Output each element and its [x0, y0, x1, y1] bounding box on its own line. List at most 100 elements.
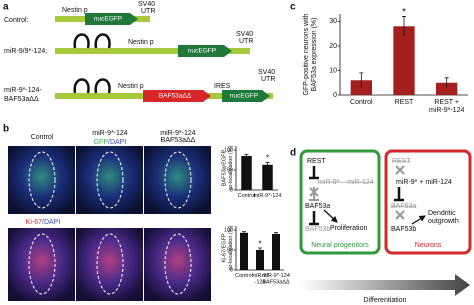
significance: * [402, 7, 406, 18]
micrograph [144, 146, 211, 214]
error-bar [242, 231, 246, 234]
utr: UTR [261, 76, 275, 83]
label: miR-9*-124 [262, 273, 290, 279]
bar [393, 26, 415, 95]
box-title: Neural progenitors [311, 242, 369, 249]
label: Control [235, 273, 253, 279]
reporter-box [178, 45, 232, 57]
node: BAF53b [391, 226, 416, 233]
label: -124 [254, 279, 265, 285]
row-name: Control: [4, 17, 29, 24]
label: GFP-positive neurons with [303, 13, 310, 95]
utr: UTR [141, 8, 155, 15]
node: REST [392, 158, 411, 165]
promoter: Nestin p [128, 39, 154, 46]
y-tick-label: 50 [227, 247, 233, 253]
column-header: Control [31, 134, 54, 141]
node: REST [307, 158, 326, 165]
promoter: Nestin p [118, 83, 144, 90]
outline [28, 233, 56, 295]
panel-label: c [290, 2, 296, 13]
y-tick-label: 30 [329, 18, 337, 25]
y-tick-label: 10 [329, 67, 337, 74]
utr: SV40 [236, 31, 253, 38]
node: BAF53b [305, 226, 330, 233]
error-bar [402, 16, 406, 37]
y-tick-label: 50 [227, 167, 233, 173]
inhibition [309, 211, 319, 226]
reporter-box [85, 13, 138, 25]
label: miR-9*-124 [429, 107, 465, 114]
label: REST [395, 99, 414, 106]
y-tick-label: 0 [230, 267, 233, 273]
inhibition [394, 187, 404, 202]
neuron-box [384, 149, 472, 255]
bar [272, 234, 280, 270]
panel-d: d REST miR-9* – miR-124 BAF53a BAF53b Pr… [290, 148, 472, 304]
outline [164, 151, 192, 209]
y-tick-label: 100 [224, 147, 233, 153]
arrow-label: Differentiation [363, 297, 406, 304]
insert-box [143, 90, 211, 102]
error-bar [265, 162, 270, 168]
reporter-box [222, 90, 270, 102]
cross [395, 210, 405, 220]
utr: SV40 [138, 1, 155, 8]
arrow [323, 209, 338, 223]
outline [28, 151, 56, 209]
label: miR-9*-124 [254, 193, 282, 199]
label: Ki-67/EGFP [221, 233, 227, 263]
micrograph [8, 146, 75, 214]
bar [256, 250, 264, 270]
panel-a: a Control: Nestin p nucEGFP SV40 UTR miR… [3, 1, 275, 103]
error-bar [244, 154, 249, 158]
node: miR-9* – miR-124 [318, 179, 374, 186]
differentiation-arrow [300, 274, 470, 296]
reporter: nucEGFP [94, 16, 122, 23]
reporter: nucEGFP [188, 48, 216, 55]
bar [240, 232, 248, 270]
stain-label: Ki-67 [26, 219, 42, 226]
column-header: miR-9*-124 [160, 130, 196, 137]
insert: BAF53aΔΔ [159, 93, 192, 100]
label: BAF53aΔΔ [262, 279, 290, 285]
micrograph [76, 146, 143, 214]
row-name: BAF53aΔΔ [4, 96, 39, 103]
micrograph [144, 228, 211, 301]
label: BAF53a/EGFP [221, 149, 227, 186]
significance: * [266, 153, 270, 163]
row-name: miR-9*-124- [4, 87, 42, 94]
node: Proliferation [330, 225, 367, 232]
reporter: nucEGFP [230, 93, 258, 100]
label: REST + [434, 99, 459, 106]
stain-label: GFP [94, 139, 109, 146]
bar [350, 80, 372, 95]
label: Control [238, 193, 256, 199]
utr: SV40 [258, 69, 275, 76]
error-bar [258, 247, 262, 252]
utr: UTR [239, 38, 253, 45]
panel-label: b [3, 124, 9, 135]
bar [436, 82, 458, 95]
outline [96, 233, 124, 295]
row-name: miR-9/9*-124: [4, 48, 47, 55]
y-tick-label: 0 [230, 187, 233, 193]
error-bar [444, 77, 449, 88]
arrow [411, 215, 426, 225]
label: co-localization (%) [228, 225, 234, 270]
hairpin [73, 33, 111, 49]
panel-b: b Control miR-9*-124 miR-9*-124 BAF53aΔΔ… [3, 124, 211, 301]
outline [164, 233, 192, 295]
significance: * [258, 238, 262, 248]
label: Control [350, 99, 373, 106]
inhibition [309, 166, 319, 180]
panel-label: a [3, 2, 9, 13]
promoter: Nestin p [62, 7, 88, 14]
box-title: Neurons [415, 242, 442, 249]
node: miR-9* + miR-124 [396, 179, 452, 186]
progenitor-box [299, 149, 381, 255]
inhibition [309, 187, 319, 201]
bar [241, 156, 252, 190]
y-tick-label: 100 [224, 227, 233, 233]
